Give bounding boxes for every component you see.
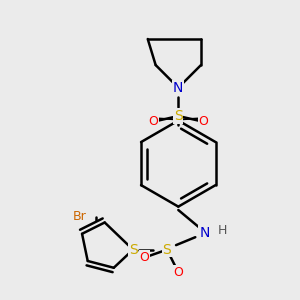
Text: N: N [173,81,184,95]
Text: O: O [198,115,208,128]
Text: Br: Br [73,210,87,223]
Text: O: O [148,115,158,128]
Text: O: O [140,251,149,264]
Text: H: H [218,224,227,237]
Text: S: S [174,109,183,123]
Text: O: O [173,266,183,279]
Text: N: N [199,226,209,240]
Text: S: S [163,243,171,257]
Text: S: S [129,243,137,257]
